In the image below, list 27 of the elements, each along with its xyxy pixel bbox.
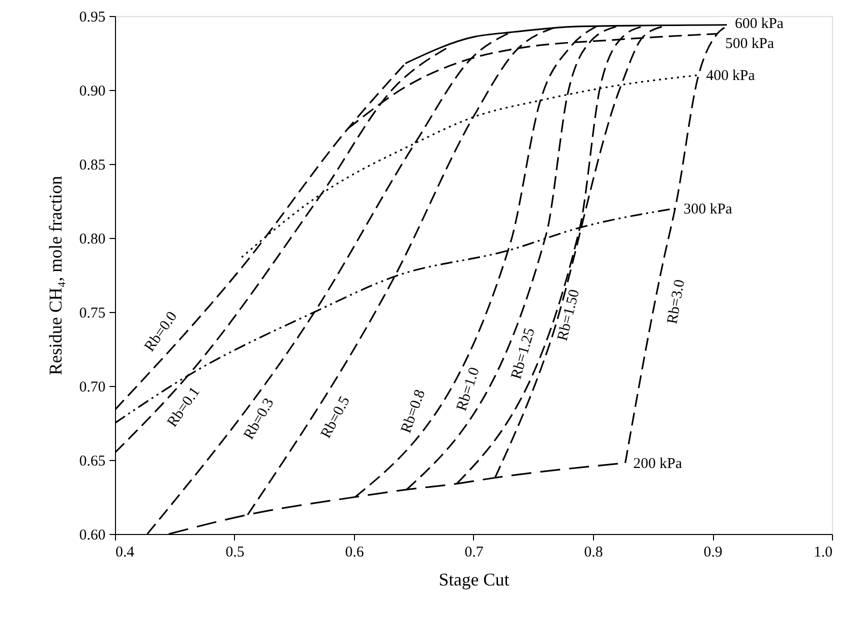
series-label: 600 kPa (734, 16, 784, 32)
y-tick-label: 0.75 (79, 306, 106, 322)
text: Rb=3.0 (664, 278, 688, 326)
y-tick-label: 0.85 (79, 158, 106, 174)
series-label: 300 kPa (683, 201, 733, 218)
y-tick-label: 0.80 (79, 232, 106, 248)
x-tick-label: 0.9 (704, 544, 722, 560)
text: Rb=0.8 (398, 388, 429, 436)
y-tick-label: 0.65 (79, 454, 106, 470)
x-tick-label: 0.4 (116, 544, 135, 560)
y-tick-label: 0.95 (79, 10, 106, 26)
text: Rb=1.0 (454, 366, 483, 414)
x-tick-label: 0.5 (226, 544, 244, 560)
x-axis-title: Stage Cut (438, 570, 510, 590)
series-label: 200 kPa (633, 456, 682, 472)
y-tick-label: 0.90 (79, 84, 106, 100)
y-axis-title: Residue CH₄, mole fraction (45, 176, 66, 376)
text: Rb=1.50 (554, 288, 583, 342)
x-tick-label: 1.0 (814, 544, 832, 560)
text: Rb=1.25 (508, 326, 538, 382)
series-label: 400 kPa (706, 68, 756, 84)
y-tick-label: 0.70 (79, 380, 106, 396)
x-tick-label: 0.8 (584, 544, 603, 560)
series-label: 500 kPa (725, 36, 774, 52)
x-tick-label: 0.6 (345, 544, 364, 560)
x-tick-label: 0.7 (464, 544, 484, 560)
y-tick-label: 0.60 (79, 528, 106, 544)
